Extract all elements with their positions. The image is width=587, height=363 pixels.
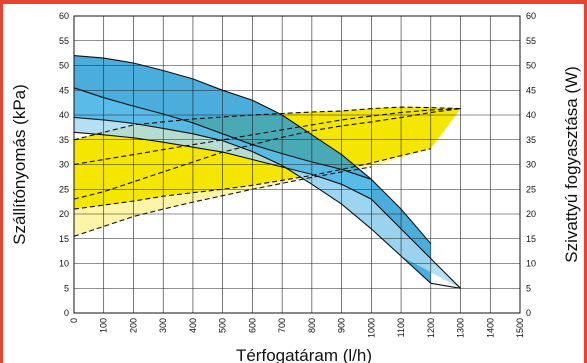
x-tick-label: 600 (247, 318, 257, 333)
pressure-curve-3 (73, 116, 432, 284)
y2-tick-label: 30 (526, 160, 536, 170)
y-tick-label: 60 (59, 11, 69, 21)
y-tick-label: 25 (59, 184, 69, 194)
x-tick-label: 900 (337, 318, 347, 333)
y2-axis-label: Szivattyú fogyasztása (W) (562, 66, 581, 263)
y2-tick-label: 0 (526, 308, 531, 318)
x-tick-label: 1000 (366, 318, 376, 338)
y2-tick-label: 25 (526, 184, 536, 194)
pressure-curve-4 (73, 131, 461, 289)
y2-tick-label: 10 (526, 259, 536, 269)
pressure-curve-2 (73, 87, 372, 180)
y-tick-label: 55 (59, 36, 69, 46)
y2-tick-label: 15 (526, 234, 536, 244)
x-tick-label: 400 (188, 318, 198, 333)
x-tick-label: 500 (218, 318, 228, 333)
chart-frame: 0 5 10 15 20 25 30 35 40 45 50 55 60 0 5 10 15 20 25 30 35 40… (3, 4, 584, 363)
x-tick-label: 700 (277, 318, 287, 333)
pressure-curve-5 (430, 282, 461, 289)
y-tick-label: 40 (59, 110, 69, 120)
x-tick-label: 200 (128, 318, 138, 333)
power-curve-5 (73, 166, 372, 237)
y2-tick-label: 45 (526, 85, 536, 95)
x-axis-label: Térfogatáram (l/h) (236, 346, 372, 363)
y2-tick-label: 55 (526, 36, 536, 46)
power-curve-2 (73, 108, 461, 166)
y-tick-label: 35 (59, 135, 69, 145)
x-tick-label: 1200 (426, 318, 436, 338)
power-curve-3 (73, 108, 461, 200)
x-tick-label: 100 (99, 318, 109, 333)
y-tick-label: 5 (64, 283, 69, 293)
y-tick-label: 45 (59, 85, 69, 95)
y-tick-label: 50 (59, 61, 69, 71)
tick-labels: 0510152025303540455055600510152025303540… (59, 11, 536, 338)
x-tick-label: 300 (158, 318, 168, 333)
chart-curves (73, 55, 461, 289)
y2-tick-label: 60 (526, 11, 536, 21)
y2-tick-label: 50 (526, 61, 536, 71)
power-curve-1 (73, 106, 461, 141)
y-tick-label: 20 (59, 209, 69, 219)
power-curve-4 (73, 148, 431, 210)
x-tick-label: 1400 (485, 318, 495, 338)
title-strip (0, 0, 587, 4)
y2-tick-label: 20 (526, 209, 536, 219)
x-tick-label: 0 (69, 318, 79, 323)
grid-lines (73, 15, 521, 314)
y2-tick-label: 35 (526, 135, 536, 145)
y2-tick-label: 5 (526, 283, 531, 293)
x-tick-label: 1100 (396, 318, 406, 337)
x-tick-label: 1300 (456, 318, 466, 338)
y-tick-label: 30 (59, 160, 69, 170)
pump-performance-chart: 0510152025303540455055600510152025303540… (10, 11, 581, 363)
pressure-band-min (74, 117, 461, 289)
x-tick-label: 1500 (515, 318, 525, 338)
x-tick-label: 800 (307, 318, 317, 333)
y2-tick-label: 40 (526, 110, 536, 120)
y-tick-label: 15 (59, 234, 69, 244)
y-tick-label: 0 (64, 308, 69, 318)
y-tick-label: 10 (59, 259, 69, 269)
y-axis-label: Szállítónyomás (kPa) (10, 84, 29, 245)
